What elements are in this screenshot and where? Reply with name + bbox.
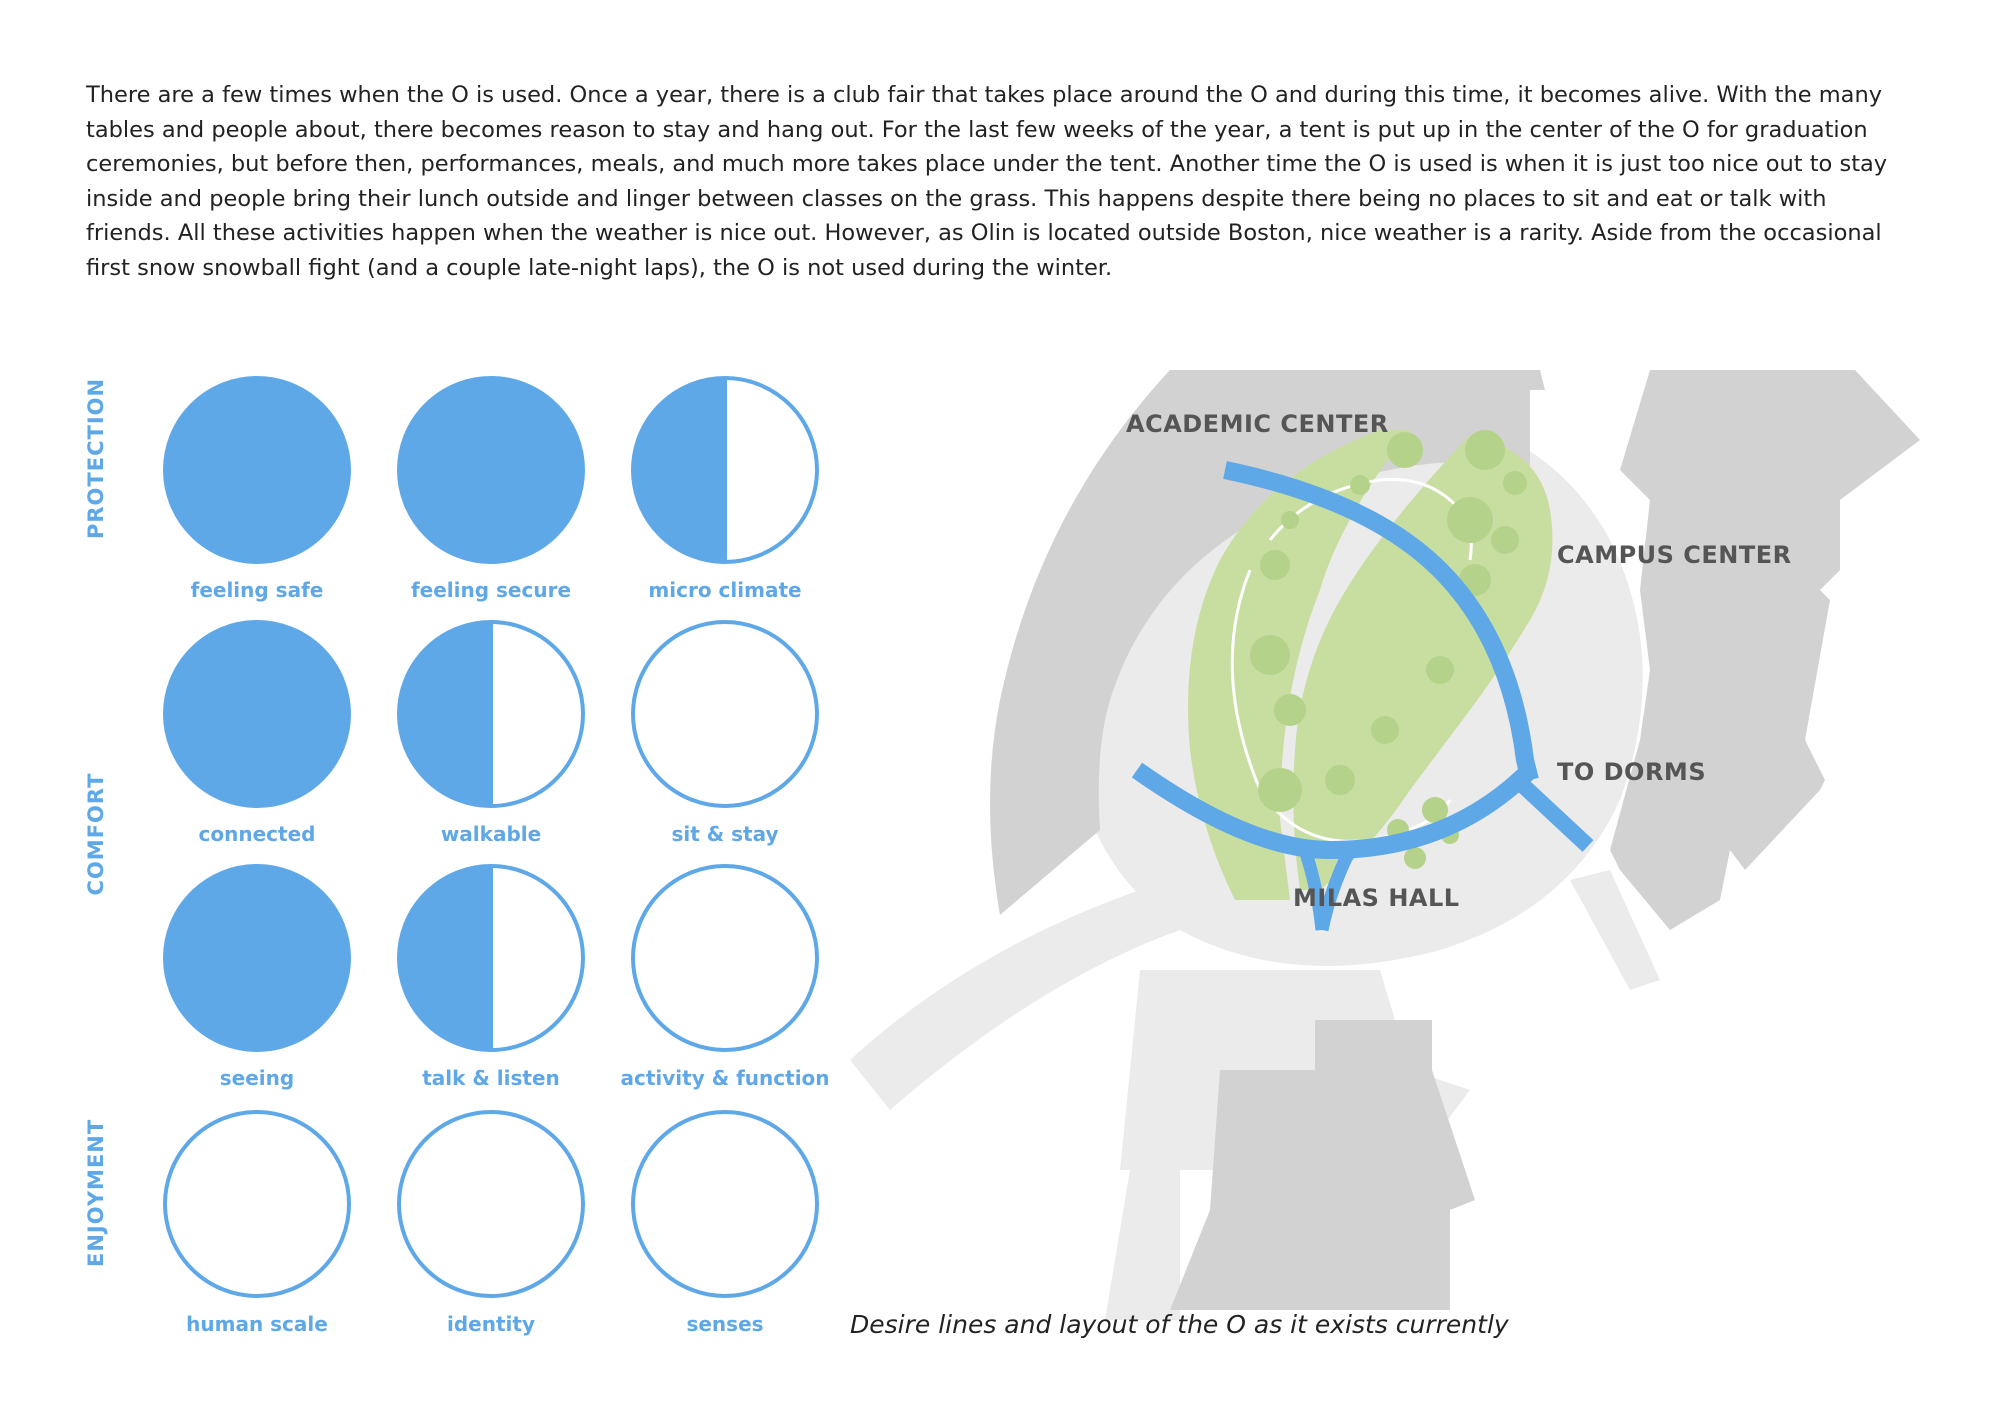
desire-line-north: [1223, 461, 1539, 783]
metric-fill-full: [165, 866, 349, 1050]
metric-walkable: walkable: [371, 614, 611, 846]
metric-label: human scale: [186, 1312, 328, 1336]
tree-icon: [1350, 475, 1370, 495]
tree-icon: [1274, 694, 1306, 726]
category-comfort-label: COMFORT: [84, 772, 108, 896]
metric-fill-full: [399, 378, 583, 562]
map-label-to-dorms: TO DORMS: [1557, 758, 1706, 786]
metric-label: talk & listen: [422, 1066, 560, 1090]
metric-feeling-secure: feeling secure: [371, 370, 611, 602]
metric-fill-half: [633, 378, 725, 562]
map-building-campus-center: [1610, 370, 1920, 930]
desire-line-milas-east: [1315, 847, 1356, 932]
metric-human-scale: human scale: [137, 1104, 377, 1336]
metric-label: walkable: [440, 822, 542, 846]
metric-label: feeling safe: [190, 578, 324, 602]
metric-circle-icon: [631, 620, 819, 808]
tree-icon: [1250, 635, 1290, 675]
map-paving-dorm-walk: [1570, 870, 1660, 990]
map-caption: Desire lines and layout of the O as it e…: [850, 1310, 1509, 1339]
tree-icon: [1258, 768, 1302, 812]
category-enjoyment-label: ENJOYMENT: [84, 1118, 108, 1267]
tree-icon: [1260, 550, 1290, 580]
tree-icon: [1426, 656, 1454, 684]
map-trees: [1250, 430, 1527, 869]
metric-label: seeing: [219, 1066, 295, 1090]
map-building-academic-center: [990, 370, 1545, 915]
map-label-campus-center: CAMPUS CENTER: [1557, 541, 1792, 569]
metric-micro-climate: micro climate: [605, 370, 845, 602]
map-lawn-west: [1188, 430, 1410, 900]
metric-fill-full: [165, 622, 349, 806]
metric-label: feeling secure: [410, 578, 572, 602]
tree-icon: [1387, 432, 1423, 468]
tree-icon: [1281, 511, 1299, 529]
site-map: ACADEMIC CENTER CAMPUS CENTER TO DORMS M…: [850, 370, 1920, 1320]
metric-circle-icon: [631, 1110, 819, 1298]
metric-label: senses: [686, 1312, 764, 1336]
metric-seeing: seeing: [137, 858, 377, 1090]
map-building-milas-hall: [1170, 1020, 1475, 1310]
desire-line-to-dorms: [1509, 772, 1594, 852]
map-label-academic-center: ACADEMIC CENTER: [1126, 410, 1389, 438]
metric-circle-icon: [163, 864, 351, 1052]
metric-feeling-safe: feeling safe: [137, 370, 377, 602]
metric-circle-icon: [163, 620, 351, 808]
intro-paragraph: There are a few times when the O is used…: [86, 82, 1888, 281]
tree-icon: [1503, 471, 1527, 495]
metric-circle-icon: [397, 376, 585, 564]
map-paving-southwest-walk: [850, 890, 1180, 1110]
metric-circle-icon: [397, 864, 585, 1052]
map-lawn-east: [1293, 435, 1553, 890]
metric-activity-function: activity & function: [605, 858, 845, 1090]
metric-circle-icon: [631, 864, 819, 1052]
metric-fill-full: [165, 378, 349, 562]
metric-label: micro climate: [648, 578, 802, 602]
metric-fill-half: [399, 622, 491, 806]
tree-icon: [1404, 847, 1426, 869]
tree-icon: [1422, 797, 1448, 823]
tree-icon: [1371, 716, 1399, 744]
map-desire-lines: [1131, 461, 1594, 932]
category-protection-label: PROTECTION: [84, 377, 108, 539]
tree-icon: [1465, 430, 1505, 470]
metric-circle-icon: [163, 376, 351, 564]
map-paving-south-west-strip: [1105, 1170, 1180, 1320]
tree-icon: [1447, 497, 1493, 543]
metric-label: connected: [198, 822, 316, 846]
map-label-milas-hall: MILAS HALL: [1293, 884, 1460, 912]
metric-talk-listen: talk & listen: [371, 858, 611, 1090]
metric-label: activity & function: [620, 1066, 830, 1090]
metric-senses: senses: [605, 1104, 845, 1336]
metric-circle-icon: [163, 1110, 351, 1298]
metric-label: sit & stay: [671, 822, 779, 846]
tree-icon: [1325, 765, 1355, 795]
metric-circle-icon: [397, 620, 585, 808]
metric-identity: identity: [371, 1104, 611, 1336]
metric-fill-half: [399, 866, 491, 1050]
metric-label: identity: [447, 1312, 535, 1336]
metric-sit-stay: sit & stay: [605, 614, 845, 846]
metric-circle-icon: [631, 376, 819, 564]
tree-icon: [1491, 526, 1519, 554]
desire-line-south-arc: [1131, 762, 1537, 860]
metric-circle-icon: [397, 1110, 585, 1298]
metric-connected: connected: [137, 614, 377, 846]
